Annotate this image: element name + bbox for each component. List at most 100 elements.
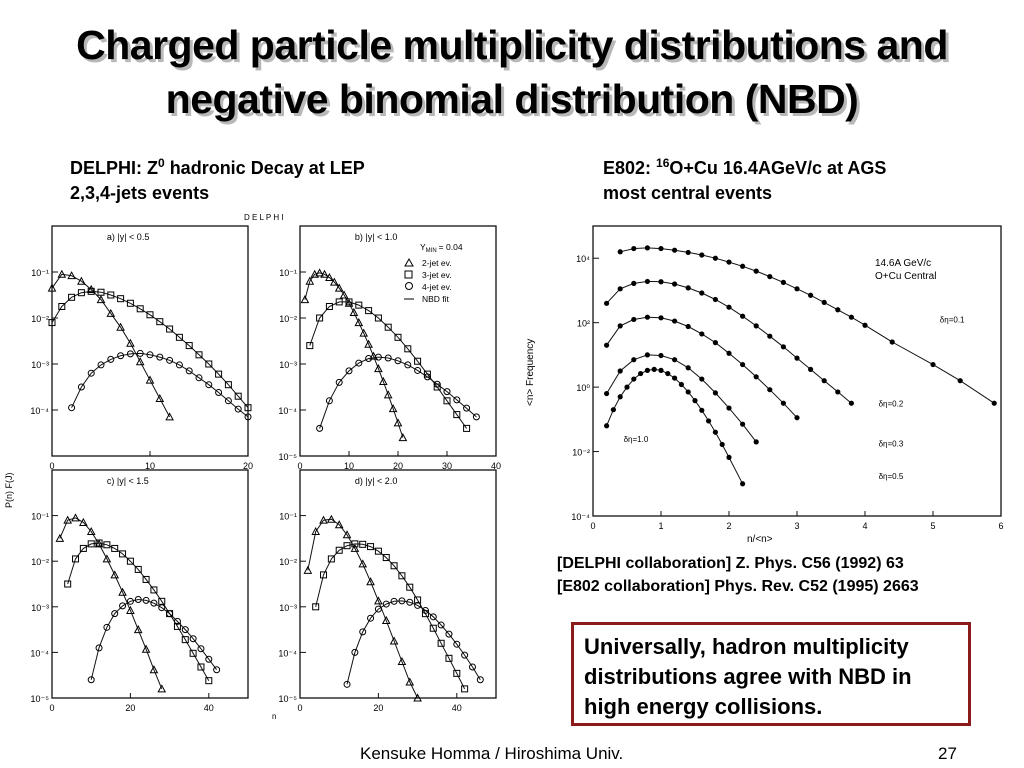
data-point [808, 366, 814, 372]
data-point [404, 345, 412, 353]
chart-panel-1: b) |y| < 1.0 0 10 20 30 40 10⁻¹ 10⁻² 10⁻³ 10⁻⁴ 10⁻… [278, 225, 501, 471]
delphi-legend: YMIN = 0.04 2-jet ev. 3-jet ev. 4-jet ev.… [404, 242, 463, 304]
data-point [421, 606, 429, 614]
legend-cut: YMIN = 0.04 [420, 242, 463, 254]
data-point [453, 640, 461, 648]
data-point [359, 328, 369, 337]
data-point [325, 397, 333, 405]
delphi-figure: D E L P H I P(n) F(J) n YMIN = 0.04 2-jet… [0, 208, 512, 723]
y-tick-label: 10⁻¹ [31, 268, 49, 278]
x-tick-label: 0 [49, 703, 54, 713]
conclusion-line3: high energy collisions. [584, 694, 823, 719]
data-point [414, 357, 422, 365]
chart-panel-0: a) |y| < 0.5 0 10 20 10⁻¹ 10⁻² 10⁻³ 10⁻⁴ [30, 225, 253, 471]
data-point [429, 624, 437, 632]
data-point [67, 271, 76, 280]
conclusion-box: Universally, hadron multiplicity distrib… [571, 622, 971, 726]
data-point [189, 635, 197, 643]
data-point [185, 342, 193, 350]
x-tick-label: 1 [658, 521, 663, 531]
data-point [604, 423, 610, 429]
data-point [658, 352, 664, 359]
data-point [780, 279, 786, 285]
data-point [604, 390, 610, 397]
y-tick-label: 10⁻² [279, 557, 297, 567]
data-point [197, 645, 205, 653]
y-tick-label: 10⁻⁴ [278, 648, 297, 658]
data-point [685, 323, 691, 330]
x-tick-label: 2 [726, 521, 731, 531]
data-point [437, 621, 445, 629]
data-point [384, 354, 392, 362]
data-point [644, 278, 650, 285]
data-point [767, 387, 773, 393]
data-point [320, 571, 328, 579]
panel-label: d) |y| < 2.0 [355, 476, 397, 486]
x-tick-label: 3 [794, 521, 799, 531]
data-point [86, 527, 96, 536]
data-point [79, 517, 88, 526]
data-point [388, 404, 398, 413]
data-point [110, 570, 120, 579]
panel-label: a) |y| < 0.5 [107, 232, 149, 242]
data-point [87, 369, 95, 377]
y-tick-label: 10⁻⁴ [30, 648, 49, 658]
data-point [315, 268, 324, 277]
data-point [699, 252, 705, 258]
conclusion-line1: Universally, hadron multiplicity [584, 634, 909, 659]
data-point [699, 407, 705, 413]
data-point [382, 600, 390, 608]
data-point [706, 418, 712, 424]
data-point [672, 318, 678, 324]
data-point [102, 554, 112, 563]
data-point [726, 454, 732, 460]
data-point [617, 394, 623, 400]
y-tick-label: 10⁻¹ [279, 512, 297, 522]
series-fit-line-1 [606, 280, 852, 404]
data-point [343, 542, 351, 550]
data-point [378, 376, 388, 385]
data-point [213, 666, 221, 674]
data-point [374, 364, 383, 373]
data-point [767, 273, 773, 280]
slide-title-line2: negative binomial distribution (NBD) [165, 76, 859, 122]
data-point [405, 677, 415, 686]
e802-figure-svg: <n> Frequency n/<n> 14.6A GeV/c O+Cu Cen… [525, 225, 1004, 545]
series-fit-line-2 [346, 600, 481, 685]
data-point [234, 392, 242, 400]
data-point [310, 269, 320, 278]
data-point [126, 350, 134, 358]
delphi-caption: DELPHI: Z0 hadronic Decay at LEP 2,3,4-j… [70, 156, 470, 206]
e802-series-label-0: δη=0.1 [940, 316, 965, 325]
data-point [406, 583, 414, 591]
series-fit-line-2 [71, 352, 249, 418]
data-point [311, 527, 321, 536]
data-point [107, 355, 115, 363]
data-point [740, 421, 746, 427]
data-point [87, 676, 95, 684]
e802-series-label-4: δη=1.0 [624, 435, 649, 444]
data-point [48, 319, 56, 327]
data-point [47, 283, 57, 292]
footer-author: Kensuke Homma / Hiroshima Univ. [360, 744, 624, 763]
y-tick-label: 10⁻³ [31, 603, 49, 613]
data-point [118, 587, 127, 596]
legend-square-icon [404, 270, 413, 279]
data-point [692, 398, 698, 404]
data-point [617, 368, 623, 374]
data-point [740, 361, 746, 368]
data-point [189, 649, 197, 657]
data-point [205, 677, 213, 685]
data-point [604, 300, 610, 306]
x-tick-label: 20 [373, 703, 383, 713]
data-point [463, 404, 471, 412]
e802-caption-line2: most central events [603, 183, 773, 203]
data-point [135, 357, 145, 366]
data-point [354, 318, 364, 327]
data-point [119, 550, 127, 558]
data-point [358, 559, 368, 568]
data-point [631, 376, 637, 382]
e802-x-axis-label: n/<n> [747, 534, 773, 545]
data-point [414, 601, 422, 609]
data-point [398, 572, 406, 580]
